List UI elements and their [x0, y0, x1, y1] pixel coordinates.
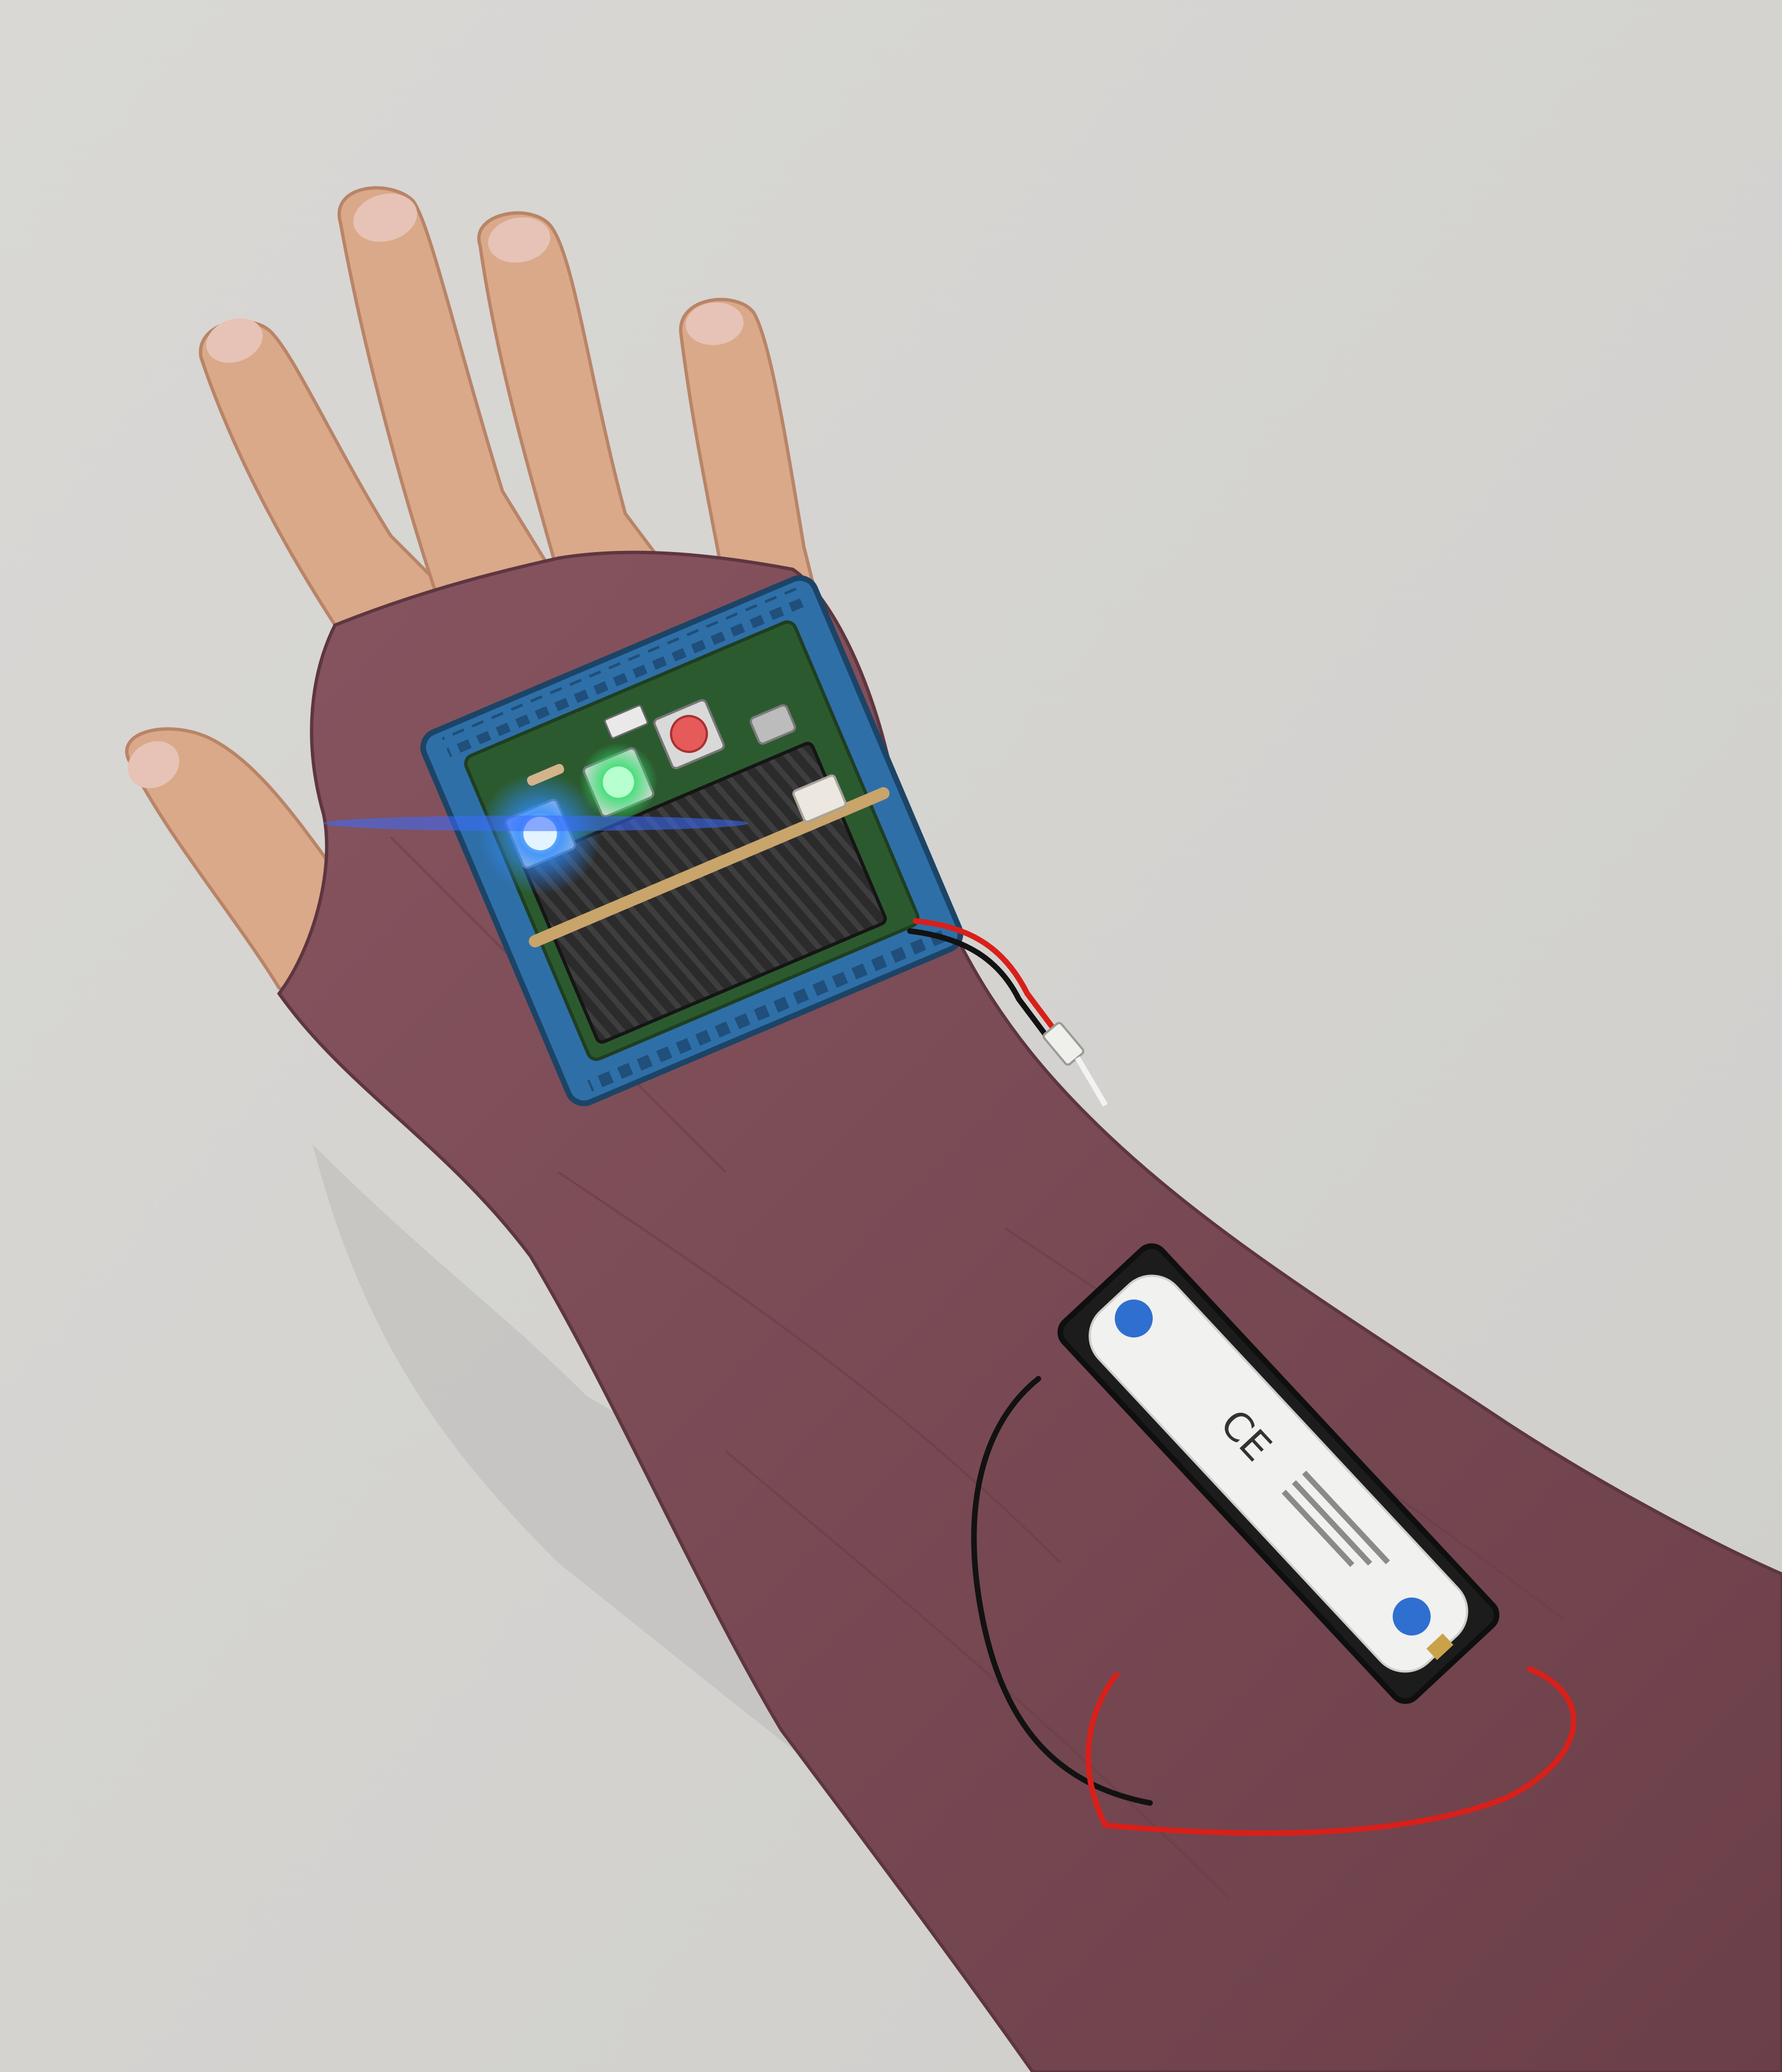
- blue-light-flare: [324, 816, 748, 831]
